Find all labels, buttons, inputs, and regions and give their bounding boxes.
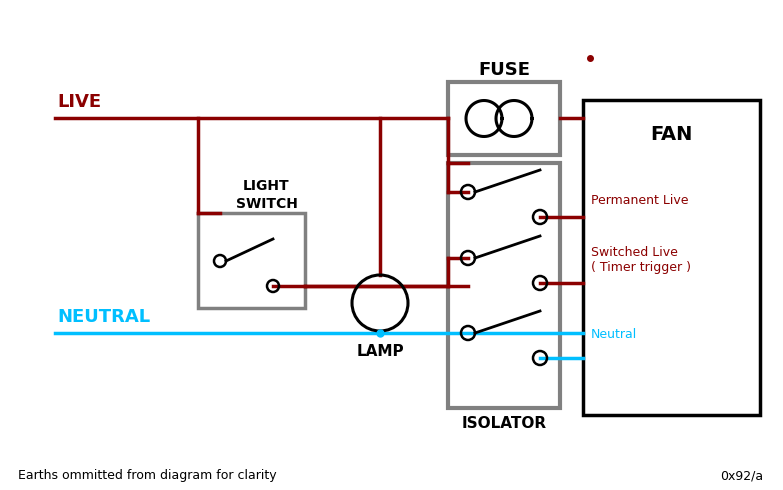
Bar [198, 213, 305, 308]
Text: LAMP: LAMP [356, 343, 404, 359]
Text: Earths ommitted from diagram for clarity: Earths ommitted from diagram for clarity [18, 469, 276, 483]
Bar [448, 163, 560, 408]
Text: LIGHT
SWITCH: LIGHT SWITCH [236, 179, 298, 211]
Text: Neutral: Neutral [591, 327, 637, 341]
Text: Switched Live
( Timer trigger ): Switched Live ( Timer trigger ) [591, 245, 691, 274]
Text: FUSE: FUSE [478, 61, 530, 79]
Text: FAN: FAN [651, 125, 693, 145]
Text: LIVE: LIVE [57, 93, 101, 111]
Text: NEUTRAL: NEUTRAL [57, 308, 150, 326]
Text: Permanent Live: Permanent Live [591, 194, 688, 206]
Bar [583, 100, 760, 415]
Bar [448, 82, 560, 155]
Text: ISOLATOR: ISOLATOR [461, 416, 547, 432]
Text: 0x92/a: 0x92/a [720, 469, 763, 483]
